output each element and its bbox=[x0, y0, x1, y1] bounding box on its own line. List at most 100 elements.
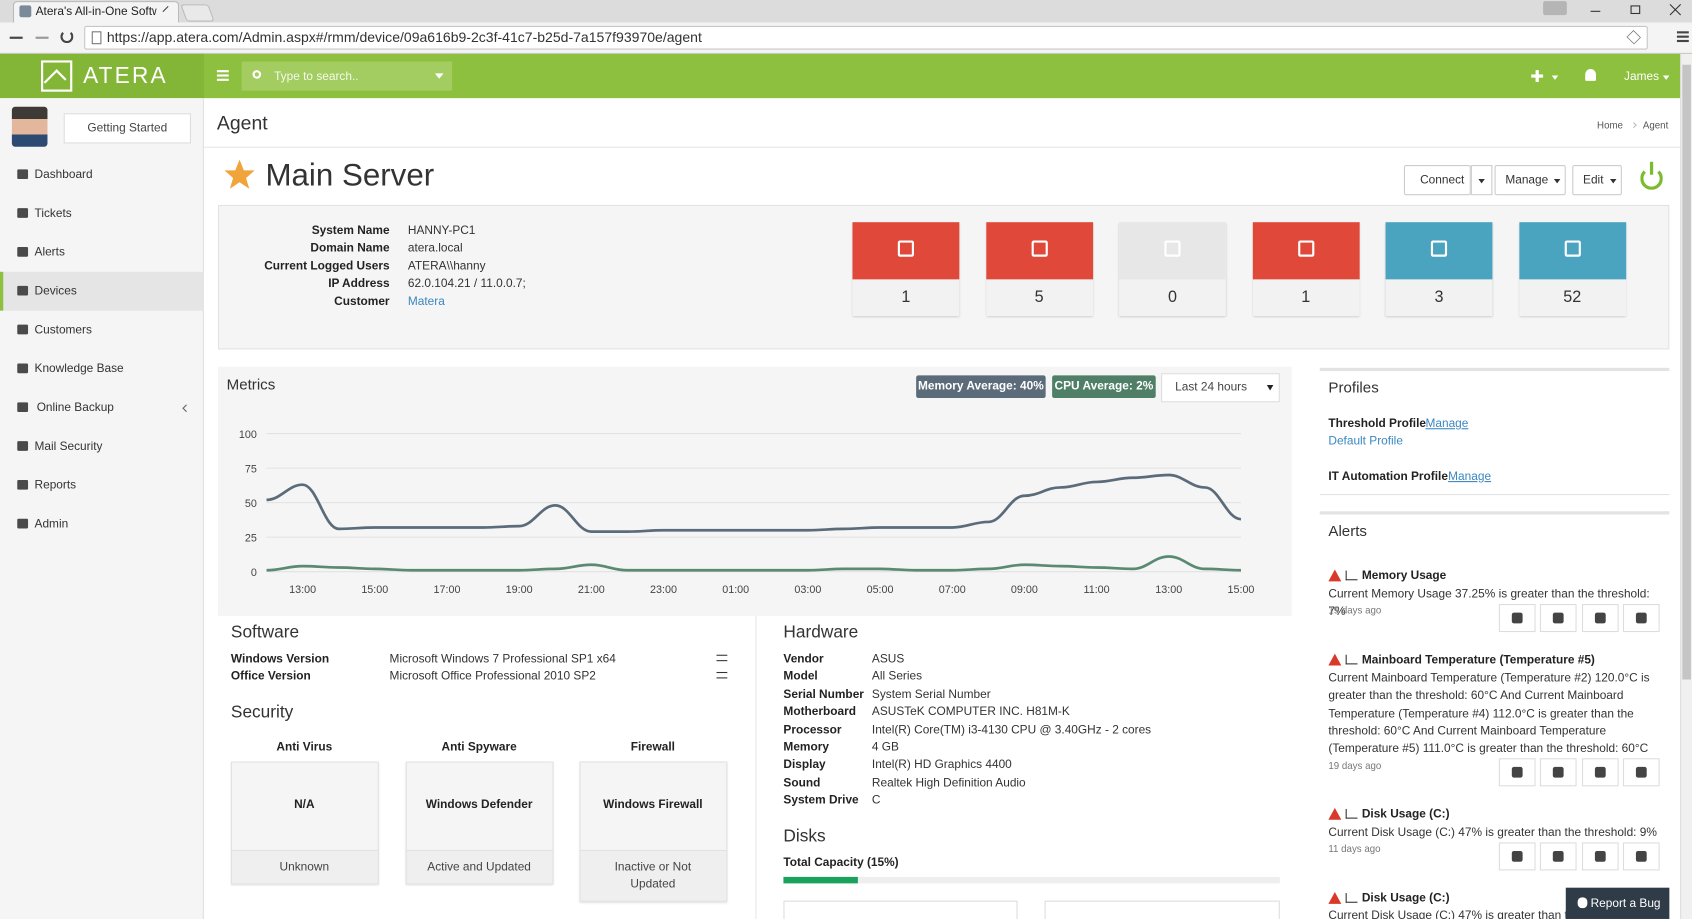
alert-warning-icon bbox=[1328, 653, 1342, 666]
range-select[interactable] bbox=[1161, 373, 1280, 403]
alert-title: Mainboard Temperature (Temperature #5) bbox=[1361, 653, 1595, 667]
sidebar-icon bbox=[17, 285, 29, 296]
panel-title: Profiles bbox=[1328, 378, 1379, 396]
alert-text: Current Disk Usage (C:) 47% is greater t… bbox=[1328, 826, 1657, 840]
logo-mark bbox=[41, 60, 73, 92]
breadcrumb-home[interactable]: Home bbox=[1597, 119, 1623, 131]
sidebar-item[interactable] bbox=[0, 194, 204, 233]
back-button[interactable] bbox=[9, 36, 23, 39]
profile-link[interactable]: Manage bbox=[1425, 417, 1469, 431]
profile-label: Threshold Profile bbox=[1328, 417, 1426, 431]
tile-value: 0 bbox=[1167, 287, 1177, 307]
tile-icon bbox=[1564, 240, 1581, 257]
disk-total-label: Total Capacity (15%) bbox=[783, 856, 899, 870]
hardware-value: All Series bbox=[871, 670, 923, 684]
profiles-panel bbox=[1319, 367, 1670, 496]
user-name[interactable]: James bbox=[1624, 70, 1660, 84]
info-label: Customer bbox=[334, 295, 390, 309]
alert-text: Current Disk Usage (C:) 47% is greater t… bbox=[1328, 909, 1575, 919]
button-caret bbox=[1553, 179, 1561, 184]
hamburger-mid bbox=[216, 74, 229, 77]
getting-started-label: Getting Started bbox=[87, 121, 168, 135]
security-product: Windows Firewall bbox=[603, 798, 703, 812]
sidebar-item[interactable] bbox=[0, 233, 204, 272]
search-box[interactable] bbox=[241, 61, 453, 91]
window-user bbox=[1543, 1, 1567, 16]
profile-link[interactable]: Manage bbox=[1448, 470, 1492, 484]
search-icon bbox=[252, 70, 262, 79]
scrollbar-thumb[interactable] bbox=[1682, 64, 1691, 680]
alert-type-icon bbox=[1345, 893, 1358, 903]
sidebar-item-label: Tickets bbox=[34, 207, 72, 221]
sidebar-item[interactable] bbox=[0, 311, 204, 350]
forward-button[interactable] bbox=[35, 36, 49, 39]
alert-action-icon bbox=[1552, 851, 1564, 862]
sidebar-item[interactable] bbox=[0, 271, 204, 311]
tile-icon bbox=[1164, 240, 1181, 257]
header-button[interactable] bbox=[1572, 165, 1622, 196]
sidebar-icon bbox=[17, 518, 29, 529]
favorite-star[interactable] bbox=[223, 159, 255, 191]
alert-action-icon bbox=[1594, 612, 1606, 624]
alert-time: 11 days ago bbox=[1328, 843, 1381, 855]
info-value[interactable]: Matera bbox=[407, 295, 445, 309]
cpu-badge bbox=[1052, 375, 1156, 399]
tile-icon bbox=[897, 240, 914, 257]
metrics-title: Metrics bbox=[226, 375, 276, 393]
alert-action-icon bbox=[1635, 612, 1647, 624]
menu-button[interactable] bbox=[1676, 31, 1689, 43]
sidebar-item-label: Mail Security bbox=[34, 440, 103, 454]
page-title: Agent bbox=[216, 112, 268, 134]
info-value: 62.0.104.21 / 11.0.0.7; bbox=[407, 277, 526, 291]
sidebar-item[interactable] bbox=[0, 155, 204, 194]
page-icon bbox=[91, 31, 102, 45]
disk-card bbox=[783, 900, 1018, 919]
alert-type-icon bbox=[1345, 654, 1358, 665]
sidebar-item[interactable] bbox=[0, 466, 204, 505]
tile-icon bbox=[1031, 240, 1048, 257]
alert-action-icon bbox=[1552, 766, 1564, 778]
alerts-panel bbox=[1319, 511, 1670, 919]
hardware-value: ASUSTeK COMPUTER INC. H81M-K bbox=[871, 705, 1070, 719]
range-label: Last 24 hours bbox=[1175, 380, 1248, 394]
sidebar-icon bbox=[17, 479, 29, 490]
tile-value: 3 bbox=[1434, 287, 1444, 307]
window-restore[interactable] bbox=[1630, 5, 1641, 15]
tile-header bbox=[1119, 222, 1226, 280]
profile-label: IT Automation Profile bbox=[1328, 470, 1448, 484]
header-button[interactable] bbox=[1403, 165, 1471, 196]
window-minimize[interactable] bbox=[1590, 10, 1601, 12]
notifications[interactable] bbox=[1585, 69, 1596, 81]
new-tab[interactable] bbox=[180, 4, 215, 22]
hardware-label: System Drive bbox=[783, 794, 859, 807]
tile-header bbox=[852, 222, 960, 280]
tile-icon bbox=[1297, 240, 1314, 257]
software-value: Microsoft Windows 7 Professional SP1 x64 bbox=[389, 652, 616, 666]
alert-time: 19 days ago bbox=[1328, 605, 1382, 616]
profile-value[interactable]: Default Profile bbox=[1328, 434, 1403, 448]
sidebar-item-label: Dashboard bbox=[34, 168, 93, 182]
alert-action-icon bbox=[1511, 612, 1523, 624]
hardware-value: Realtek High Definition Audio bbox=[871, 776, 1026, 790]
sidebar-item[interactable] bbox=[0, 505, 204, 544]
memory-badge bbox=[916, 375, 1046, 399]
sidebar-item-label: Admin bbox=[34, 517, 69, 531]
alert-warning-icon bbox=[1328, 892, 1342, 904]
reload-button[interactable] bbox=[60, 30, 74, 44]
power-button[interactable] bbox=[1640, 167, 1663, 190]
alert-action-icon bbox=[1635, 851, 1647, 862]
getting-started-button[interactable] bbox=[63, 113, 192, 144]
alert-title: Memory Usage bbox=[1361, 569, 1447, 583]
tile-header bbox=[985, 222, 1093, 280]
tile-header bbox=[1518, 222, 1626, 280]
sidebar-item-label: Knowledge Base bbox=[34, 362, 124, 376]
alert-action-icon bbox=[1594, 851, 1606, 862]
url: https://app.atera.com/Admin.aspx#/rmm/de… bbox=[106, 29, 702, 46]
hamburger[interactable] bbox=[216, 70, 229, 81]
url-field[interactable] bbox=[84, 25, 1648, 50]
report-bug-label: Report a Bug bbox=[1590, 897, 1661, 911]
alert-text: Current Memory Usage 37.25% is greater t… bbox=[1328, 587, 1650, 619]
header-button-label: Edit bbox=[1583, 173, 1604, 187]
hardware-value: System Serial Number bbox=[871, 687, 991, 701]
tile-icon bbox=[1430, 240, 1448, 257]
